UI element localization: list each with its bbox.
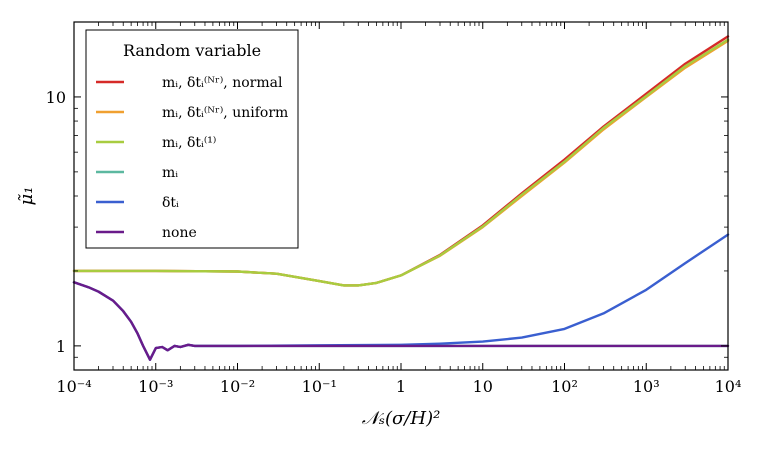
- x-tick-label-1: 10⁻³: [138, 377, 173, 396]
- x-tick-label-3: 10⁻¹: [302, 377, 337, 396]
- ticks-layer: 10⁻⁴ 10⁻³ 10⁻² 10⁻¹ 1 10 10² 10³ 10⁴ 1 10: [46, 21, 742, 396]
- x-tick-label-4: 1: [396, 377, 406, 396]
- y-axis-label: μ̃₁: [16, 187, 37, 206]
- x-tick-label-5: 10: [473, 377, 493, 396]
- x-tick-label-2: 10⁻²: [220, 377, 255, 396]
- legend-items: mᵢ, δtᵢ⁽ᴺʳ⁾, normal mᵢ, δtᵢ⁽ᴺʳ⁾, uniform m…: [96, 75, 288, 241]
- y-tick-label-0: 1: [56, 337, 66, 356]
- legend-box: [85, 29, 299, 249]
- x-tick-label-6: 10²: [551, 377, 578, 396]
- legend-entry-4: δtᵢ: [162, 195, 179, 211]
- x-tick-label-0: 10⁻⁴: [56, 377, 91, 396]
- legend-entry-2: mᵢ, δtᵢ⁽¹⁾: [162, 135, 216, 151]
- legend-entry-1: mᵢ, δtᵢ⁽ᴺʳ⁾, uniform: [162, 105, 288, 121]
- legend-entry-3: mᵢ: [162, 165, 178, 181]
- x-tick-label-8: 10⁴: [715, 377, 742, 396]
- x-tick-label-7: 10³: [633, 377, 660, 396]
- y-tick-label-1: 10: [46, 88, 66, 107]
- series-layer: [72, 35, 730, 361]
- x-axis-label: 𝒩ₛ(σ/H)²: [362, 408, 441, 429]
- legend-entry-5: none: [162, 225, 197, 241]
- series-line-2: [72, 38, 730, 287]
- legend-title: Random variable: [123, 41, 261, 60]
- series-line-5: [72, 281, 730, 361]
- legend-entry-0: mᵢ, δtᵢ⁽ᴺʳ⁾, normal: [162, 75, 283, 91]
